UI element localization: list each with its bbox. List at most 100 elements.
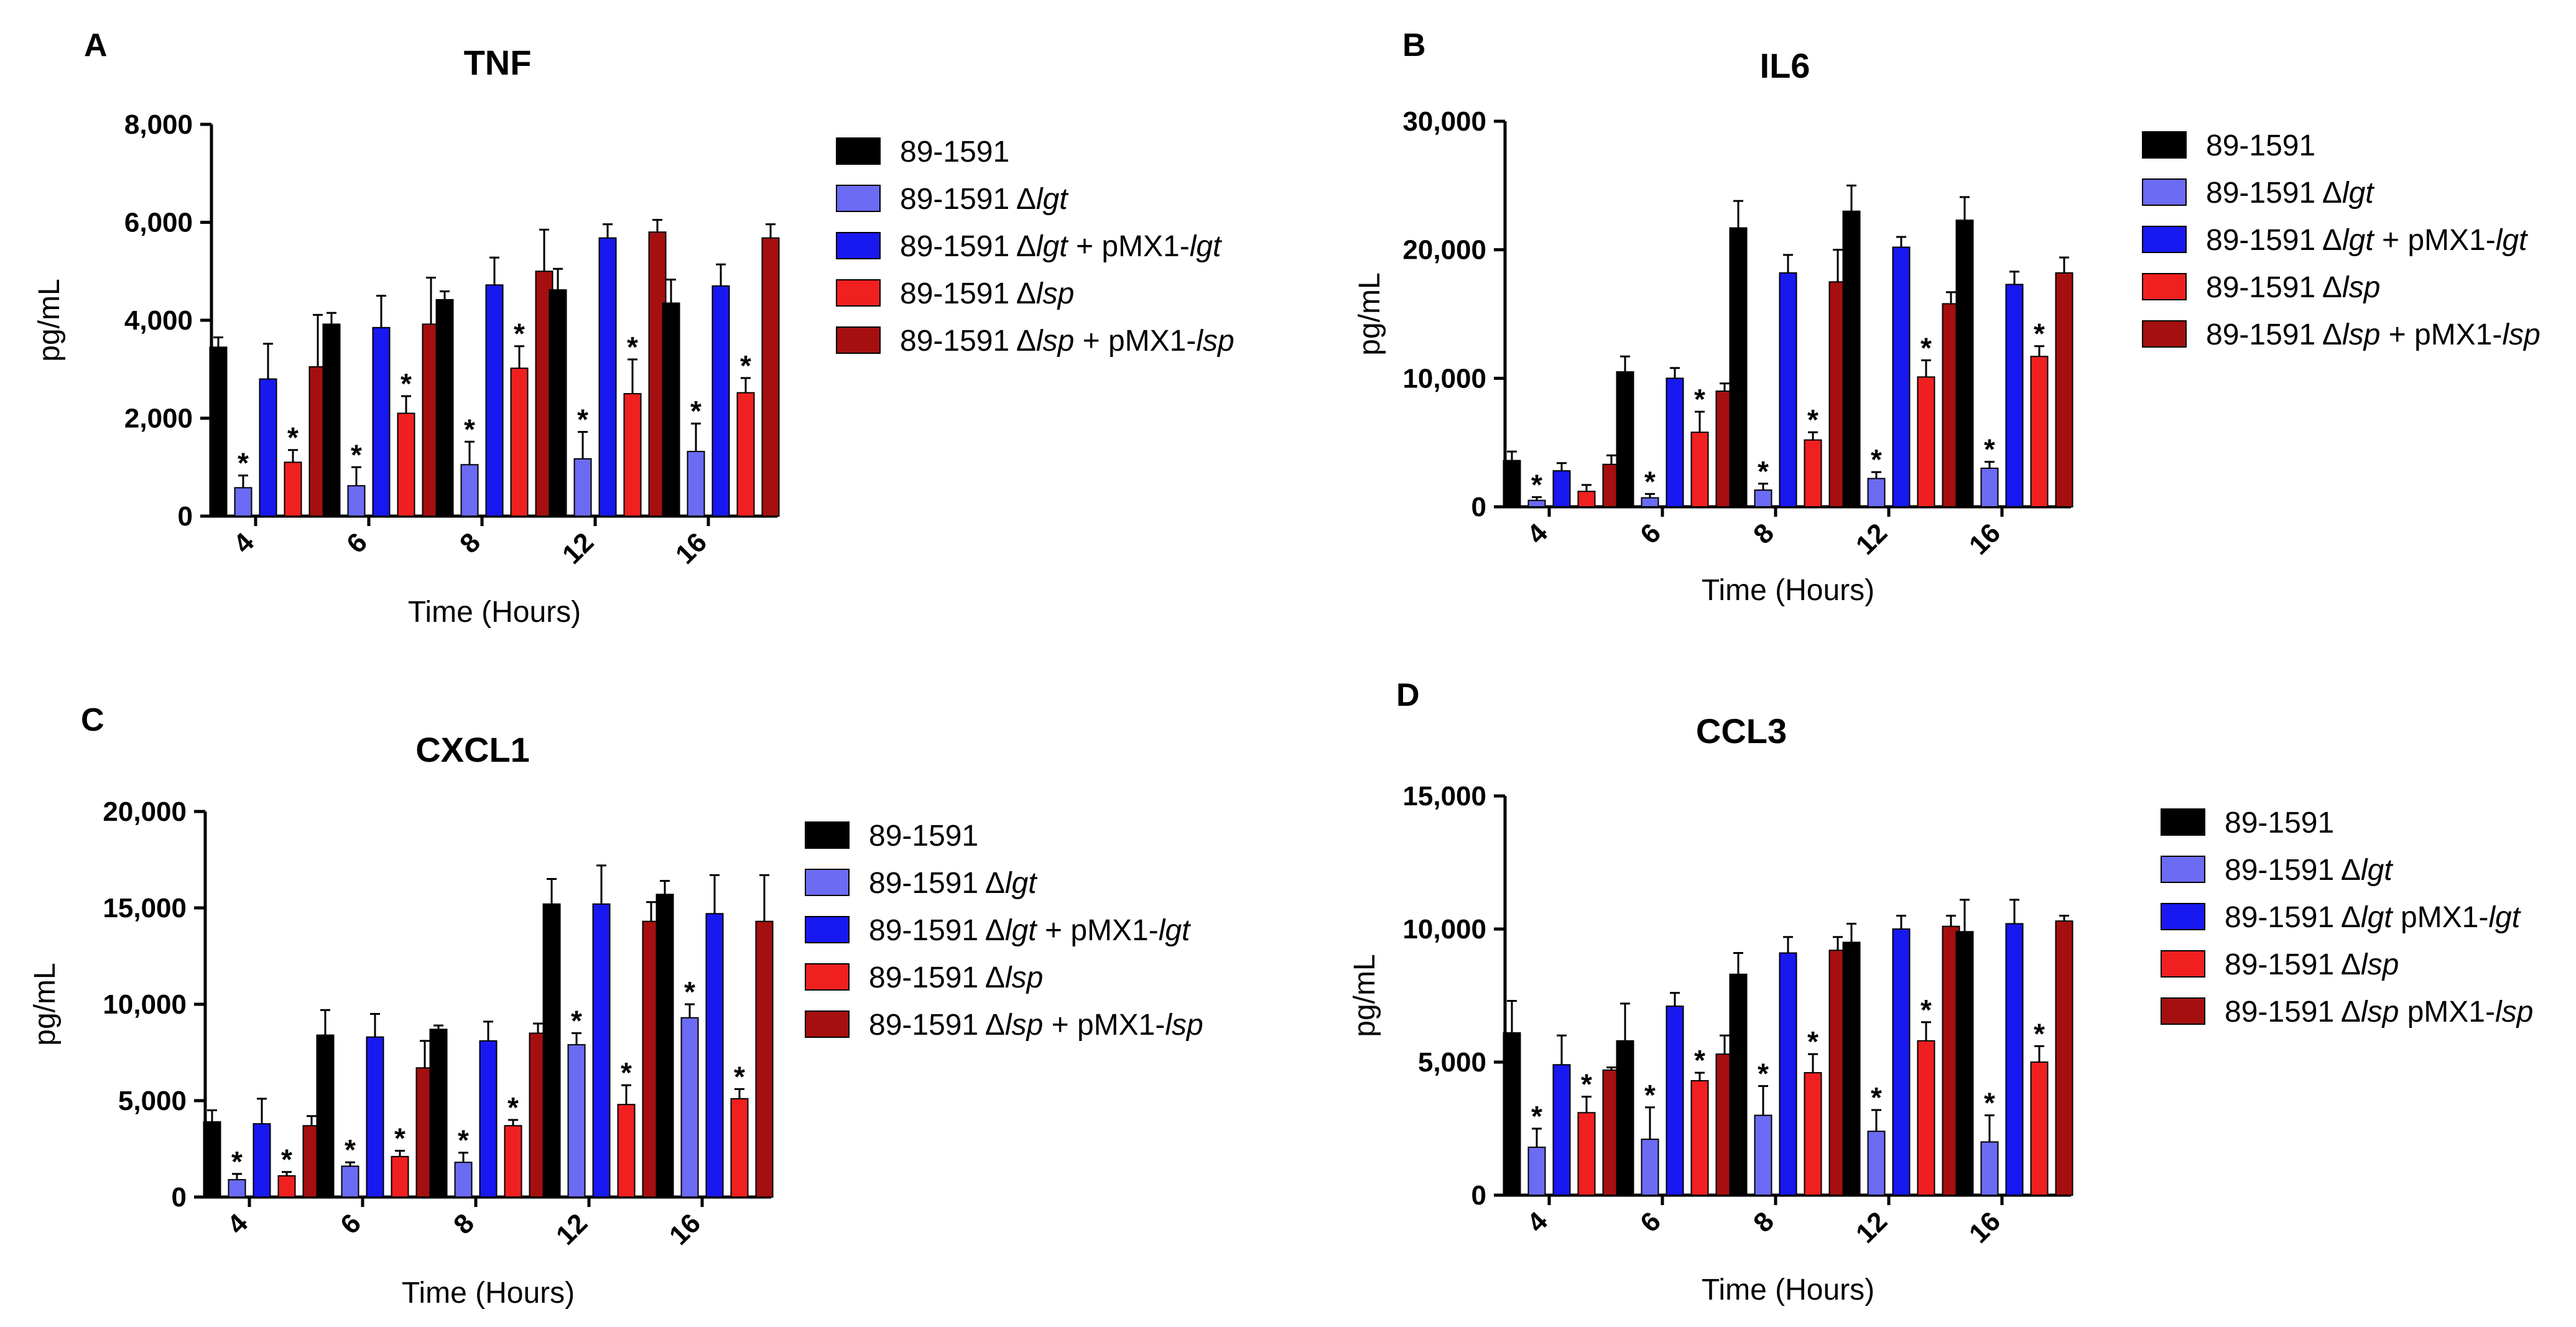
bar xyxy=(1892,246,1911,507)
bar xyxy=(341,1165,359,1198)
y-tick-label: 8,000 xyxy=(124,109,193,140)
legend-label-part: lgt xyxy=(2496,224,2528,257)
significance-star: * xyxy=(1644,1079,1656,1111)
legend-label-part: lsp xyxy=(1005,1009,1043,1042)
legend-label-part: lsp xyxy=(2342,271,2380,304)
bar xyxy=(1779,952,1797,1196)
bar xyxy=(1527,499,1546,508)
legend-label-part: 89-1591 Δ xyxy=(2225,901,2361,934)
bar xyxy=(1980,1141,1999,1196)
bar xyxy=(284,461,302,517)
legend-label-part: 89-1591 Δ xyxy=(2206,271,2342,304)
bar xyxy=(755,920,774,1198)
y-tick-label: 4,000 xyxy=(124,305,193,336)
legend-label-part: lsp xyxy=(2342,318,2380,351)
legend-swatch xyxy=(836,232,881,259)
bar xyxy=(1552,470,1571,508)
bar xyxy=(391,1155,409,1198)
significance-star: * xyxy=(571,1005,582,1037)
legend-label-part: 89-1591 Δ xyxy=(2206,318,2342,351)
legend-swatch xyxy=(836,279,881,307)
bar xyxy=(322,323,341,517)
legend-label-part: + pMX1- xyxy=(2374,224,2496,257)
bar xyxy=(617,1104,636,1198)
y-tick-label: 30,000 xyxy=(1402,106,1486,137)
legend-label-part: lsp xyxy=(2502,318,2540,351)
chart-panel-b: B IL6 0 10,000 20,000 30,000 4 * 6 * * 8 * * 12 * * 16 * * T… xyxy=(1353,27,2541,607)
bar xyxy=(316,1034,335,1198)
bar xyxy=(1779,272,1797,507)
legend-label-part: lsp xyxy=(1165,1009,1203,1042)
bar xyxy=(454,1162,473,1198)
x-tick-label: 6 xyxy=(1634,1206,1667,1238)
x-tick-label: 4 xyxy=(221,1208,254,1240)
bar xyxy=(680,1017,699,1198)
legend-swatch xyxy=(2142,226,2187,253)
significance-star: * xyxy=(351,438,362,471)
legend-label-part: lgt xyxy=(1036,230,1068,263)
bar xyxy=(1690,432,1709,508)
bar xyxy=(1616,371,1634,507)
bar xyxy=(203,1121,221,1198)
bar xyxy=(2005,284,2024,507)
significance-star: * xyxy=(1758,455,1769,488)
significance-star: * xyxy=(1984,433,1995,466)
x-tick-label: 16 xyxy=(1963,517,2006,560)
legend-label-part: 89-1591 Δ xyxy=(869,1009,1005,1042)
significance-star: * xyxy=(507,1091,519,1124)
bar xyxy=(366,1036,384,1198)
significance-star: * xyxy=(1920,994,1932,1026)
bar xyxy=(656,894,674,1198)
bar xyxy=(549,289,567,517)
significance-star: * xyxy=(577,404,588,436)
bar xyxy=(1804,1072,1822,1196)
x-tick-label: 12 xyxy=(550,1208,593,1251)
legend-label-part: 89-1591 Δ xyxy=(900,325,1036,358)
bar xyxy=(662,302,680,517)
bar xyxy=(1552,1064,1571,1196)
significance-star: * xyxy=(1807,404,1818,436)
bar xyxy=(1729,227,1748,507)
significance-star: * xyxy=(238,447,249,479)
y-tick-label: 0 xyxy=(178,501,193,532)
significance-star: * xyxy=(627,331,638,363)
panel-label: A xyxy=(84,27,108,63)
bar xyxy=(460,464,479,517)
y-tick-label: 5,000 xyxy=(1418,1047,1486,1078)
significance-star: * xyxy=(401,368,412,400)
bar xyxy=(1666,1006,1684,1196)
x-tick-label: 12 xyxy=(557,527,600,570)
legend-swatch xyxy=(836,137,881,165)
significance-star: * xyxy=(514,318,525,350)
legend-label: 89-1591 Δlsp + pMX1-lsp xyxy=(900,325,1235,358)
y-axis-label: pg/mL xyxy=(29,963,62,1045)
legend-swatch xyxy=(2142,131,2187,159)
bar xyxy=(1892,928,1911,1196)
x-tick-label: 8 xyxy=(1748,517,1780,550)
legend-swatch xyxy=(836,326,881,354)
x-tick-label: 4 xyxy=(1521,1206,1554,1238)
legend-label-part: lsp xyxy=(1196,325,1234,358)
x-axis-label: Time (Hours) xyxy=(408,596,581,629)
significance-star: * xyxy=(1807,1025,1818,1058)
bar xyxy=(598,237,617,517)
panel-label: B xyxy=(1402,27,1426,63)
legend-label: 89-1591 Δlsp xyxy=(2206,271,2380,304)
bar xyxy=(1842,941,1861,1196)
legend-label-part: 89-1591 Δ xyxy=(2206,177,2342,210)
legend-label: 89-1591 xyxy=(869,820,978,853)
legend-label-part: 89-1591 Δ xyxy=(2225,854,2361,887)
bar xyxy=(234,487,253,517)
legend-label-part: 89-1591 Δ xyxy=(869,914,1005,947)
significance-star: * xyxy=(1694,383,1705,415)
bar xyxy=(209,346,228,517)
bar xyxy=(397,412,415,517)
y-axis-label: pg/mL xyxy=(33,279,66,361)
bar xyxy=(623,393,642,517)
significance-star: * xyxy=(281,1144,292,1176)
legend-label-part: lgt xyxy=(2342,224,2374,257)
x-axis-label: Time (Hours) xyxy=(1702,1274,1874,1306)
bar xyxy=(1527,1146,1546,1196)
legend-label-part: lsp xyxy=(2495,996,2533,1029)
bar xyxy=(1577,491,1596,508)
